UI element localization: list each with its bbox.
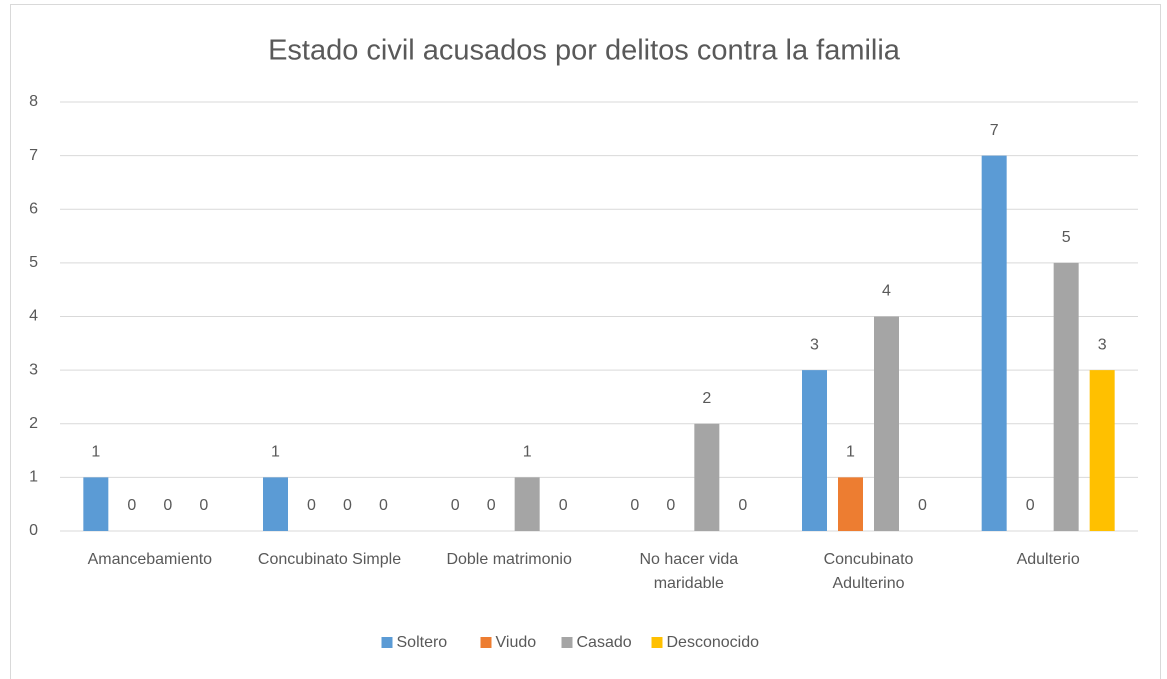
legend-swatch [381, 637, 393, 648]
chart-title: Estado civil acusados por delitos contra… [268, 35, 901, 67]
y-tick-label: 3 [29, 361, 38, 378]
data-label: 0 [559, 497, 568, 514]
data-label: 0 [1026, 497, 1035, 514]
x-tick-label: Concubinato Adulterino [823, 551, 914, 592]
data-label: 3 [1098, 336, 1107, 353]
bar [838, 477, 863, 531]
legend-label: Desconocido [667, 634, 760, 651]
x-tick-label: Concubinato Simple [257, 551, 402, 568]
data-label: 0 [379, 497, 388, 514]
legend-swatch [561, 637, 573, 648]
y-tick-label: 4 [29, 308, 38, 325]
data-label: 0 [487, 497, 496, 514]
legend-swatch [651, 637, 663, 648]
data-label: 0 [199, 497, 208, 514]
data-label: 4 [882, 283, 891, 300]
data-label: 0 [918, 497, 927, 514]
y-tick-label: 2 [29, 415, 38, 432]
data-label: 0 [666, 497, 675, 514]
data-label: 0 [630, 497, 639, 514]
data-label: 0 [127, 497, 136, 514]
legend-label: Casado [577, 634, 632, 651]
x-tick-label: Adulterio [1016, 551, 1080, 568]
legend-label: Soltero [397, 634, 448, 651]
bar [981, 155, 1007, 531]
y-tick-label: 1 [29, 469, 38, 486]
data-label: 7 [990, 122, 999, 139]
bar [874, 316, 899, 531]
x-tick-label: Amancebamiento [87, 551, 213, 568]
data-label: 1 [271, 444, 280, 461]
legend-label: Viudo [496, 634, 537, 651]
data-label: 0 [343, 497, 352, 514]
data-label: 0 [307, 497, 316, 514]
data-label: 0 [163, 497, 172, 514]
legend-swatch [480, 637, 492, 648]
bar [1053, 262, 1079, 531]
data-label: 2 [702, 390, 711, 407]
y-tick-label: 0 [29, 522, 38, 539]
x-tick-label: Doble matrimonio [446, 551, 572, 568]
y-tick-label: 6 [29, 200, 38, 217]
bar [514, 477, 540, 531]
data-label: 1 [523, 444, 532, 461]
bar [694, 423, 720, 531]
chart-border [10, 4, 1161, 679]
y-tick-label: 7 [29, 147, 38, 164]
y-tick-label: 5 [29, 254, 38, 271]
data-label: 1 [91, 444, 100, 461]
x-tick-label: No hacer vida maridable [639, 551, 739, 592]
bar [1089, 370, 1115, 531]
data-label: 0 [451, 497, 460, 514]
data-label: 0 [738, 497, 747, 514]
y-tick-label: 8 [29, 93, 38, 110]
data-label: 1 [846, 444, 855, 461]
bar [263, 477, 288, 531]
bar [802, 370, 827, 531]
data-label: 5 [1062, 229, 1071, 246]
bar [83, 477, 109, 531]
data-label: 3 [810, 336, 819, 353]
